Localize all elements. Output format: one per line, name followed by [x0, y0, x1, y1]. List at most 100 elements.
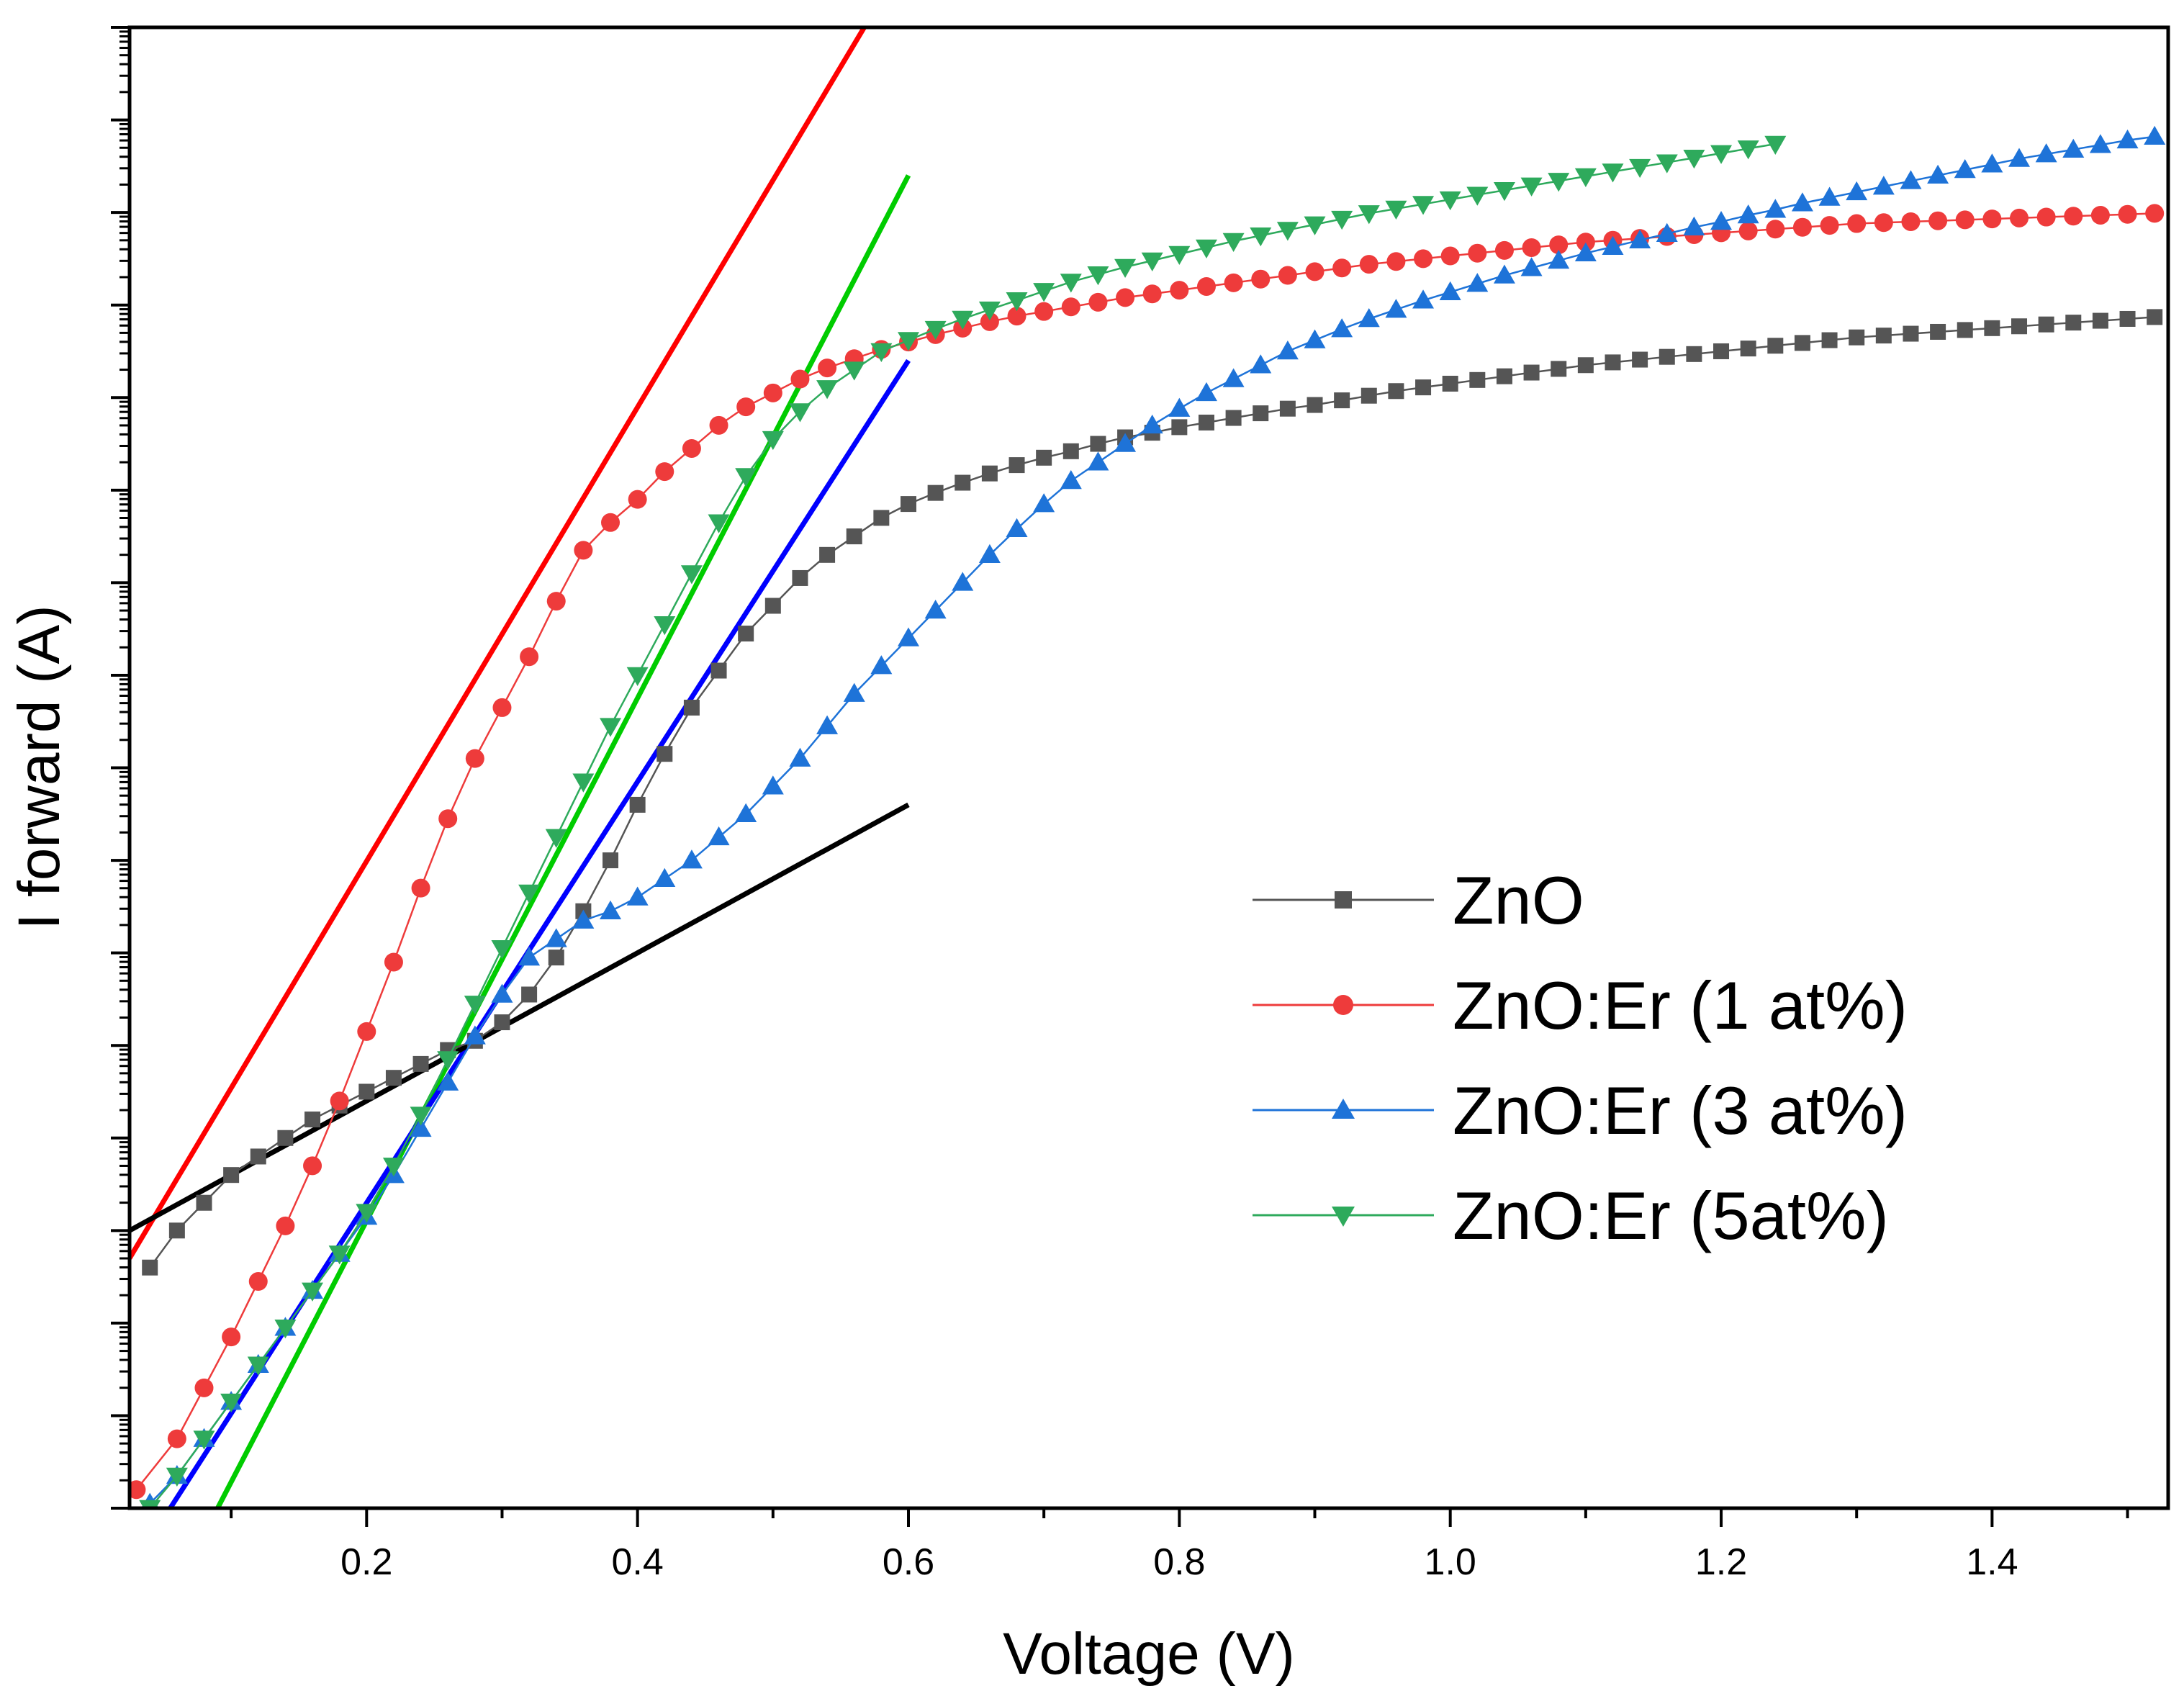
data-point	[654, 867, 676, 888]
legend-label: ZnO:Er (1 at%)	[1453, 968, 1908, 1043]
data-point	[274, 1320, 297, 1339]
data-point	[304, 1112, 321, 1128]
series-layer	[130, 125, 2166, 1508]
data-point	[1520, 177, 1543, 197]
data-point	[789, 403, 811, 423]
data-point	[1737, 140, 1759, 160]
series	[140, 125, 2166, 1508]
data-point	[1225, 410, 1242, 426]
data-point	[870, 655, 893, 675]
data-point	[1332, 1207, 1355, 1227]
data-point	[1576, 233, 1595, 252]
data-point	[1981, 153, 2003, 173]
data-point	[680, 849, 703, 869]
legend: ZnO ZnO:Er (1 at%) ZnO:Er (3 at%) ZnO:Er (5…	[1253, 862, 1908, 1253]
data-point	[1276, 340, 1299, 360]
data-point	[548, 950, 564, 966]
data-point	[1439, 191, 1461, 211]
data-point	[1656, 154, 1678, 173]
data-point	[680, 565, 703, 585]
data-point	[1577, 357, 1594, 374]
data-point	[2065, 315, 2082, 331]
data-point	[518, 884, 541, 904]
data-point	[955, 474, 971, 491]
x-tick-label: 1.4	[1966, 1541, 2018, 1583]
data-point	[410, 1106, 432, 1126]
data-point	[2035, 143, 2057, 163]
data-point	[222, 1327, 241, 1347]
data-point	[546, 592, 566, 611]
data-point	[1307, 397, 1323, 413]
data-point	[330, 1091, 349, 1111]
data-point	[1629, 229, 1651, 248]
data-point	[1142, 284, 1162, 304]
data-point	[139, 1500, 161, 1508]
data-point	[2118, 204, 2137, 224]
data-point	[1412, 289, 1435, 309]
data-point	[2062, 138, 2085, 158]
data-point	[1385, 299, 1407, 318]
data-point	[1683, 216, 1705, 235]
data-point	[545, 928, 567, 947]
data-point	[1523, 364, 1540, 381]
data-point	[1496, 368, 1512, 384]
data-point	[1385, 200, 1407, 220]
data-point	[1982, 209, 2002, 229]
data-point	[818, 359, 837, 378]
data-point	[384, 952, 403, 972]
data-point	[276, 1216, 295, 1235]
data-point	[1060, 274, 1082, 293]
data-point	[1386, 252, 1406, 271]
data-point	[1766, 220, 1785, 239]
data-point	[358, 1083, 375, 1100]
data-point	[1361, 387, 1377, 404]
data-point	[1957, 322, 1973, 338]
data-point	[220, 1393, 243, 1413]
data-point	[196, 1194, 212, 1211]
data-point	[1034, 302, 1054, 321]
data-point	[1141, 414, 1163, 434]
data-point	[1849, 329, 1865, 346]
data-point	[1629, 158, 1651, 179]
data-point	[521, 986, 538, 1003]
data-point	[1414, 249, 1433, 269]
data-point	[357, 1022, 376, 1041]
data-point	[682, 438, 701, 458]
data-point	[1141, 252, 1163, 271]
data-point	[1442, 375, 1458, 392]
data-point	[924, 320, 947, 341]
data-point	[1061, 297, 1080, 317]
data-point	[1171, 419, 1188, 436]
data-point	[1358, 307, 1380, 328]
data-point	[437, 1051, 459, 1070]
data-point	[1901, 212, 1921, 231]
data-point	[1927, 164, 1949, 184]
data-point	[708, 826, 730, 846]
data-point	[1359, 255, 1378, 274]
data-point	[1251, 269, 1271, 289]
data-point	[736, 397, 756, 417]
data-point	[897, 627, 919, 646]
data-point	[816, 715, 839, 734]
x-tick-label: 0.8	[1153, 1541, 1205, 1583]
x-tick-label: 1.0	[1425, 1541, 1476, 1583]
data-point	[1036, 449, 1052, 466]
data-point	[654, 616, 676, 636]
data-point	[130, 1480, 146, 1500]
data-point	[1279, 400, 1296, 417]
data-point	[572, 909, 595, 929]
data-point	[846, 528, 862, 545]
data-point	[2064, 207, 2083, 226]
data-point	[1764, 199, 1787, 218]
data-point	[1659, 348, 1675, 365]
data-point	[1006, 292, 1028, 312]
data-point	[518, 947, 541, 966]
data-point	[2089, 134, 2111, 153]
data-point	[1335, 891, 1352, 909]
data-point	[819, 546, 836, 563]
data-point	[1494, 240, 1514, 260]
data-point	[1466, 273, 1489, 292]
data-point	[2036, 207, 2056, 227]
data-point	[1710, 145, 1733, 164]
data-point	[1928, 211, 1948, 230]
